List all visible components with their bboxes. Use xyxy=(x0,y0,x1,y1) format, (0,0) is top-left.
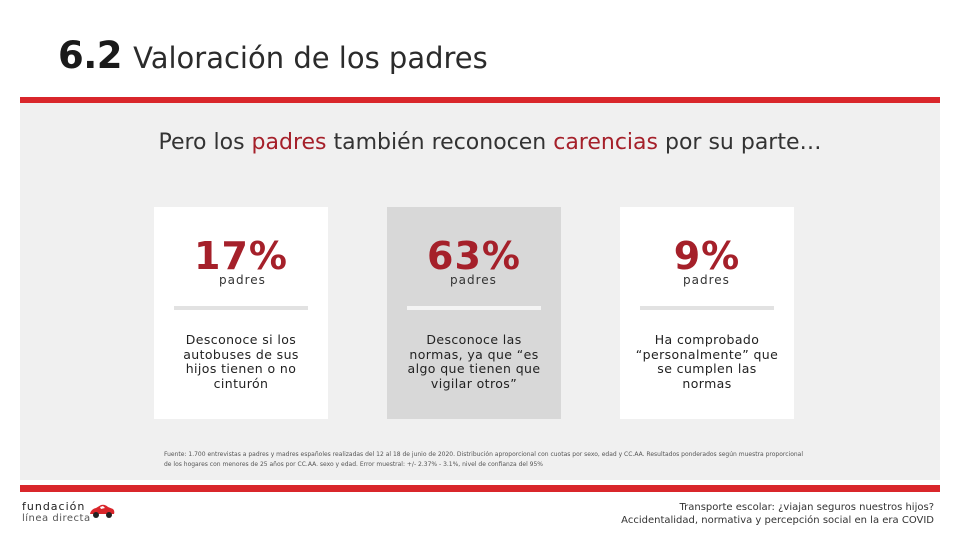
section-number: 6.2 xyxy=(58,34,123,77)
headline-highlight: padres xyxy=(251,130,327,155)
fundacion-logo: fundación línea directa xyxy=(22,500,122,528)
slide-header: 6.2 Valoración de los padres xyxy=(58,34,488,77)
headline-part: por su parte… xyxy=(658,130,822,155)
stat-value: 63% xyxy=(427,234,521,278)
card-divider xyxy=(174,306,308,310)
stat-card-3: 9% padres Ha comprobado “personalmente” … xyxy=(620,207,794,419)
footer-line-1: Transporte escolar: ¿viajan seguros nues… xyxy=(679,502,934,513)
car-logo-icon xyxy=(90,504,115,518)
stat-description: Desconoce si los autobuses de sus hijos … xyxy=(183,332,299,391)
headline-part: Pero los xyxy=(158,130,252,155)
stat-unit: padres xyxy=(683,273,730,287)
logo-line-1: fundación xyxy=(22,500,86,513)
footer-caption: Transporte escolar: ¿viajan seguros nues… xyxy=(621,501,934,527)
stat-unit: padres xyxy=(219,273,266,287)
card-divider xyxy=(407,306,541,310)
top-accent-rule xyxy=(20,97,940,103)
stat-unit: padres xyxy=(450,273,497,287)
headline: Pero los padres también reconocen carenc… xyxy=(100,128,880,158)
logo-line-2: línea directa xyxy=(22,513,91,524)
stat-card-2: 63% padres Desconoce las normas, ya que … xyxy=(387,207,561,419)
stat-value: 9% xyxy=(673,234,741,278)
stat-description: Ha comprobado “personalmente” que se cum… xyxy=(635,332,779,391)
stat-value: 17% xyxy=(194,234,288,278)
headline-highlight: carencias xyxy=(553,130,658,155)
bottom-accent-rule xyxy=(20,485,940,492)
footer-line-2: Accidentalidad, normativa y percepción s… xyxy=(621,515,934,526)
stat-description: Desconoce las normas, ya que “es algo qu… xyxy=(407,332,541,391)
card-divider xyxy=(640,306,774,310)
slide-title: Valoración de los padres xyxy=(133,41,488,75)
headline-part: también reconocen xyxy=(326,130,554,155)
source-footnote: Fuente: 1.700 entrevistas a padres y mad… xyxy=(164,451,804,468)
stat-card-1: 17% padres Desconoce si los autobuses de… xyxy=(154,207,328,419)
